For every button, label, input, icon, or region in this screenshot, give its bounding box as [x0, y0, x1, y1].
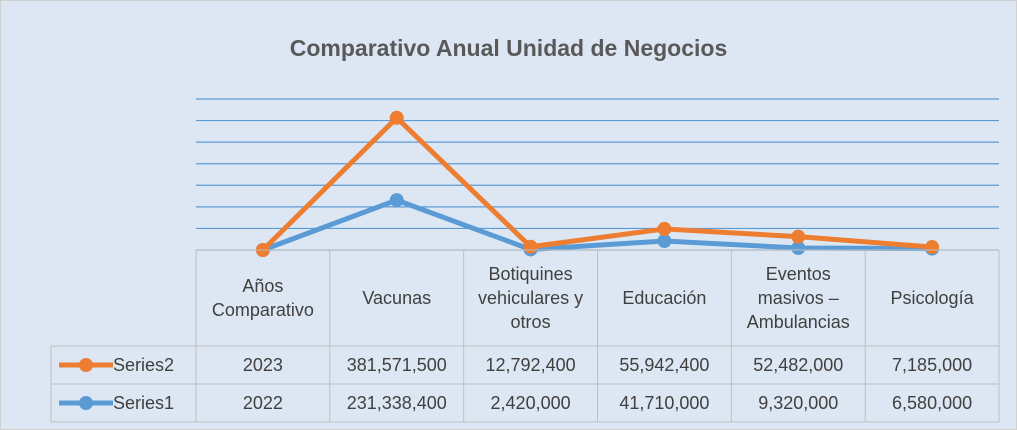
data-table-value: 2,420,000: [490, 393, 571, 413]
point: [389, 193, 404, 208]
point: [791, 229, 806, 244]
data-table-value: 41,710,000: [619, 393, 710, 413]
point: [657, 234, 672, 249]
category-label: Botiquines vehiculares y otros: [478, 264, 584, 332]
series-line: [261, 115, 933, 252]
legend-label: Series1: [113, 393, 175, 413]
data-table-value: 7,185,000: [892, 355, 973, 375]
data-table-value: 6,580,000: [892, 393, 973, 413]
data-table-value: 2023: [242, 355, 283, 375]
legend-marker: [79, 358, 93, 372]
data-table-value: 381,571,500: [346, 355, 447, 375]
data-table-value: 52,482,000: [753, 355, 844, 375]
category-label: Eventos masivos – Ambulancias: [746, 264, 850, 332]
data-table-value: 9,320,000: [758, 393, 839, 413]
data-table-value: 55,942,400: [619, 355, 710, 375]
point: [791, 240, 806, 255]
point: [925, 240, 940, 255]
category-label: Vacunas: [362, 288, 432, 308]
point: [657, 221, 672, 236]
legend-marker: [79, 396, 93, 410]
category-label: Años Comparativo: [211, 276, 314, 320]
category-label: Educación: [622, 288, 707, 308]
chart-title: Comparativo Anual Unidad de Negocios: [289, 35, 728, 61]
data-table-value: 231,338,400: [346, 393, 447, 413]
point: [389, 110, 404, 125]
legend-label: Series2: [113, 355, 175, 375]
data-table-value: 2022: [242, 393, 283, 413]
data-table-value: 12,792,400: [485, 355, 576, 375]
category-label: Psicología: [890, 288, 974, 308]
series-line: [262, 197, 933, 253]
